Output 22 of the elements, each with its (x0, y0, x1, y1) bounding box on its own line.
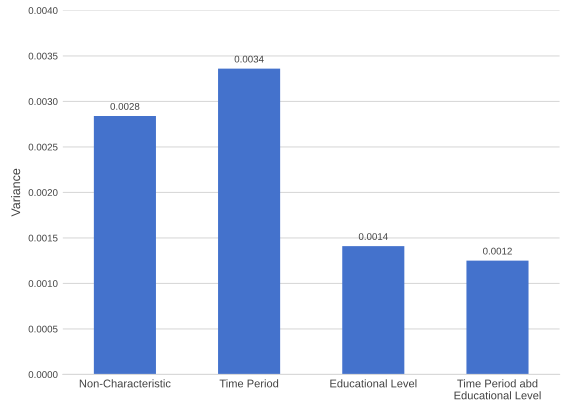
x-tick-label: Non-Characteristic (80, 379, 171, 388)
y-tick-label: 0.0030 (28, 98, 58, 106)
x-tick-label: Time Period abd Educational Level (454, 379, 541, 400)
y-tick-label: 0.0025 (28, 144, 58, 151)
y-axis-title: Variance (11, 168, 20, 217)
data-label: 0.0028 (110, 102, 140, 110)
y-tick-label: 0.0035 (28, 52, 58, 60)
y-tick-label: 0.0020 (28, 189, 58, 196)
bar (218, 68, 280, 374)
data-label: 0.0014 (358, 233, 388, 240)
x-tick-label: Time Period (220, 379, 278, 388)
y-tick-label: 0.0005 (28, 326, 58, 333)
y-tick-label: 0.0040 (28, 7, 58, 14)
x-tick-label: Educational Level (330, 379, 416, 388)
data-label: 0.0012 (482, 248, 512, 255)
data-label: 0.0034 (234, 56, 264, 63)
y-tick-label: 0.0000 (28, 371, 58, 378)
y-tick-label: 0.0010 (28, 280, 58, 288)
bar (466, 260, 529, 374)
y-tick-label: 0.0015 (28, 234, 58, 242)
bar (342, 246, 404, 374)
bar (94, 116, 156, 374)
